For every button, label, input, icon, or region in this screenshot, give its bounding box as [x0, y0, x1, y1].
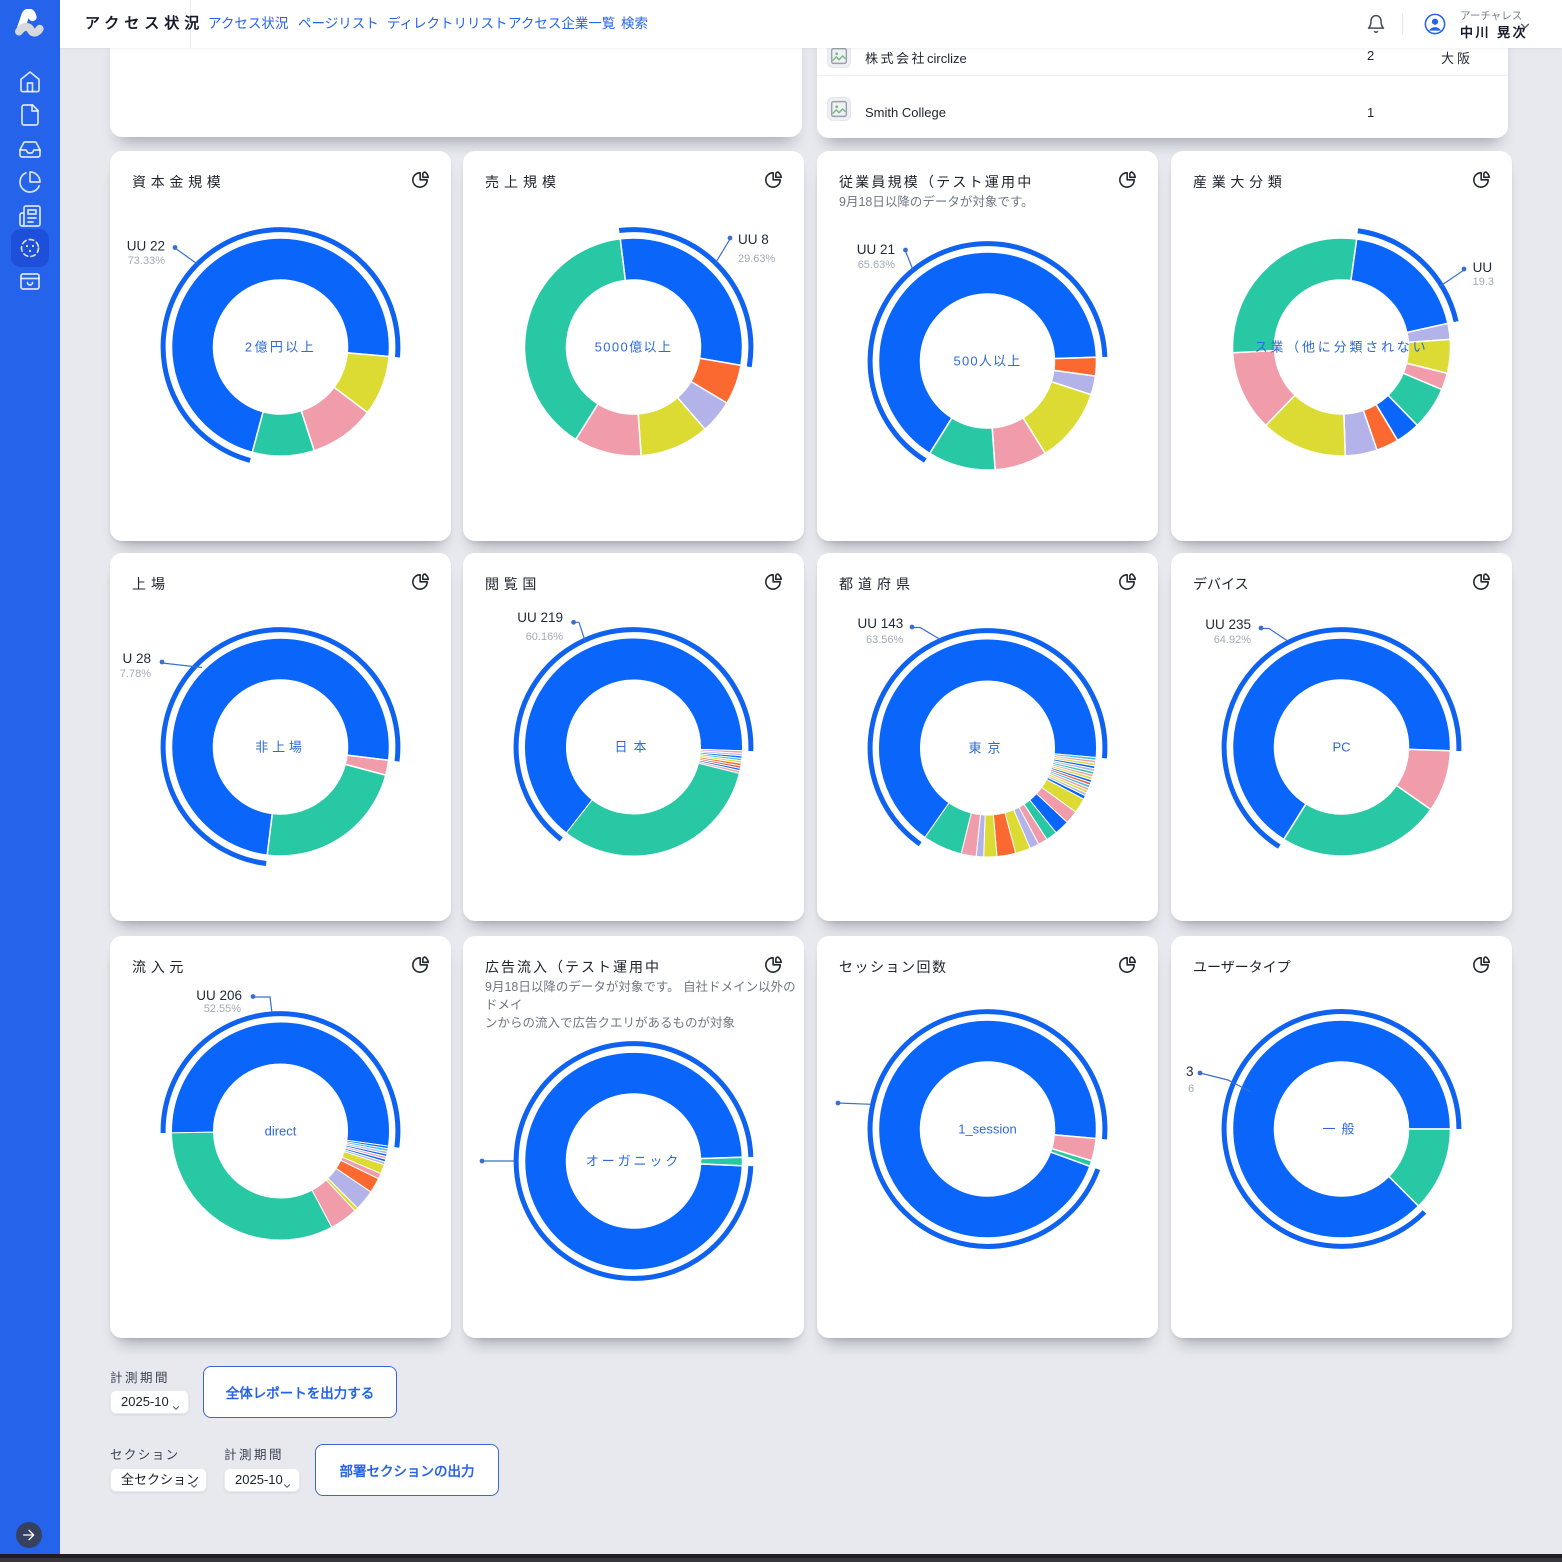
svg-text:7.78%: 7.78% — [120, 668, 151, 680]
svg-text:60.16%: 60.16% — [526, 631, 564, 643]
svg-text:63.56%: 63.56% — [866, 634, 904, 646]
svg-text:64.92%: 64.92% — [1214, 634, 1252, 646]
svg-text:direct: direct — [265, 1124, 297, 1139]
svg-text:19.3: 19.3 — [1473, 276, 1494, 288]
svg-text:500人以上: 500人以上 — [954, 354, 1022, 369]
svg-text:3: 3 — [1186, 1064, 1194, 1079]
svg-text:6: 6 — [1188, 1083, 1194, 1095]
svg-text:UU 219: UU 219 — [517, 610, 563, 625]
svg-text:UU 143: UU 143 — [858, 616, 904, 631]
svg-text:UU 8: UU 8 — [738, 232, 769, 247]
svg-text:65.63%: 65.63% — [858, 259, 896, 271]
svg-text:UU 21: UU 21 — [857, 242, 895, 257]
svg-text:UU: UU — [1473, 260, 1493, 275]
svg-text:UU 206: UU 206 — [196, 988, 242, 1003]
svg-text:一般: 一般 — [1322, 1122, 1360, 1137]
svg-text:U 28: U 28 — [122, 651, 151, 666]
svg-text:2億円以上: 2億円以上 — [245, 340, 316, 355]
svg-text:52.55%: 52.55% — [204, 1003, 242, 1015]
svg-text:1_session: 1_session — [958, 1122, 1017, 1137]
svg-text:東京: 東京 — [968, 741, 1006, 756]
svg-text:オーガニック: オーガニック — [586, 1154, 681, 1169]
svg-text:PC: PC — [1332, 740, 1350, 755]
svg-text:29.63%: 29.63% — [738, 253, 776, 265]
svg-text:73.33%: 73.33% — [128, 255, 166, 267]
svg-text:5000億以上: 5000億以上 — [595, 340, 673, 355]
svg-text:非上場: 非上場 — [255, 740, 305, 755]
svg-text:UU 235: UU 235 — [1205, 617, 1251, 632]
svg-text:ス業（他に分類されない: ス業（他に分類されない — [1255, 340, 1429, 355]
svg-text:UU 22: UU 22 — [127, 239, 165, 254]
svg-text:日本: 日本 — [614, 740, 652, 755]
